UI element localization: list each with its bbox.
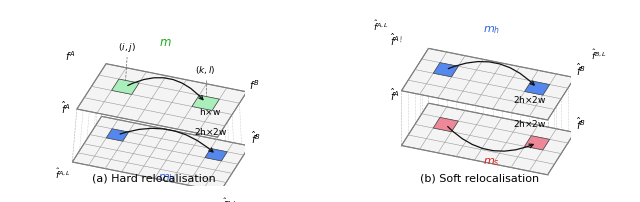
Text: $m$: $m$ xyxy=(159,36,172,49)
FancyArrowPatch shape xyxy=(128,78,203,100)
FancyArrowPatch shape xyxy=(448,62,534,86)
Polygon shape xyxy=(433,118,458,132)
Polygon shape xyxy=(77,64,247,138)
Text: $\hat{f}^{A,L}$: $\hat{f}^{A,L}$ xyxy=(372,18,388,33)
Text: (b) Soft relocalisation: (b) Soft relocalisation xyxy=(420,172,540,182)
Polygon shape xyxy=(401,104,575,175)
Text: $\hat{f}^{A,L}$: $\hat{f}^{A,L}$ xyxy=(54,166,70,180)
Text: $\hat{f}^A$: $\hat{f}^A$ xyxy=(390,32,399,48)
Text: $f^A$: $f^A$ xyxy=(65,49,75,63)
Text: $\hat{f}^A$: $\hat{f}^A$ xyxy=(390,87,399,103)
Text: (a) Hard relocalisation: (a) Hard relocalisation xyxy=(92,172,216,182)
Polygon shape xyxy=(525,81,550,96)
Polygon shape xyxy=(111,80,139,95)
Text: $\mathrm{h{\times}w}$: $\mathrm{h{\times}w}$ xyxy=(199,106,221,117)
Text: $\hat{f}^{B,L}$: $\hat{f}^{B,L}$ xyxy=(591,47,607,62)
Text: $\hat{f}^A$: $\hat{f}^A$ xyxy=(61,100,70,116)
Text: $\hat{f}^B$: $\hat{f}^B$ xyxy=(577,61,586,77)
Polygon shape xyxy=(401,49,575,120)
Polygon shape xyxy=(72,117,250,192)
FancyArrowPatch shape xyxy=(120,129,213,152)
Text: $m_h$: $m_h$ xyxy=(483,24,500,36)
Text: $\mathrm{2h{\times}2w}$: $\mathrm{2h{\times}2w}$ xyxy=(194,126,227,137)
Text: $m_s$: $m_s$ xyxy=(483,156,500,168)
Polygon shape xyxy=(433,63,458,78)
Polygon shape xyxy=(525,136,550,150)
Text: $(k,l)$: $(k,l)$ xyxy=(195,64,216,76)
Text: $\hat{f}^B$: $\hat{f}^B$ xyxy=(577,116,586,132)
Polygon shape xyxy=(205,149,227,161)
Text: $(i,j)$: $(i,j)$ xyxy=(118,41,136,54)
Polygon shape xyxy=(106,129,129,141)
Text: $\hat{f}^B$: $\hat{f}^B$ xyxy=(252,129,261,145)
Text: $f^B$: $f^B$ xyxy=(248,78,259,92)
Text: $\hat{f}^{B,L}$: $\hat{f}^{B,L}$ xyxy=(222,195,238,202)
Text: $m_h$: $m_h$ xyxy=(158,171,175,183)
Text: $\mathrm{2h{\times}2w}$: $\mathrm{2h{\times}2w}$ xyxy=(513,94,547,105)
Text: $\mathrm{2h{\times}2w}$: $\mathrm{2h{\times}2w}$ xyxy=(513,118,547,129)
Polygon shape xyxy=(192,96,220,111)
FancyArrowPatch shape xyxy=(448,127,533,152)
